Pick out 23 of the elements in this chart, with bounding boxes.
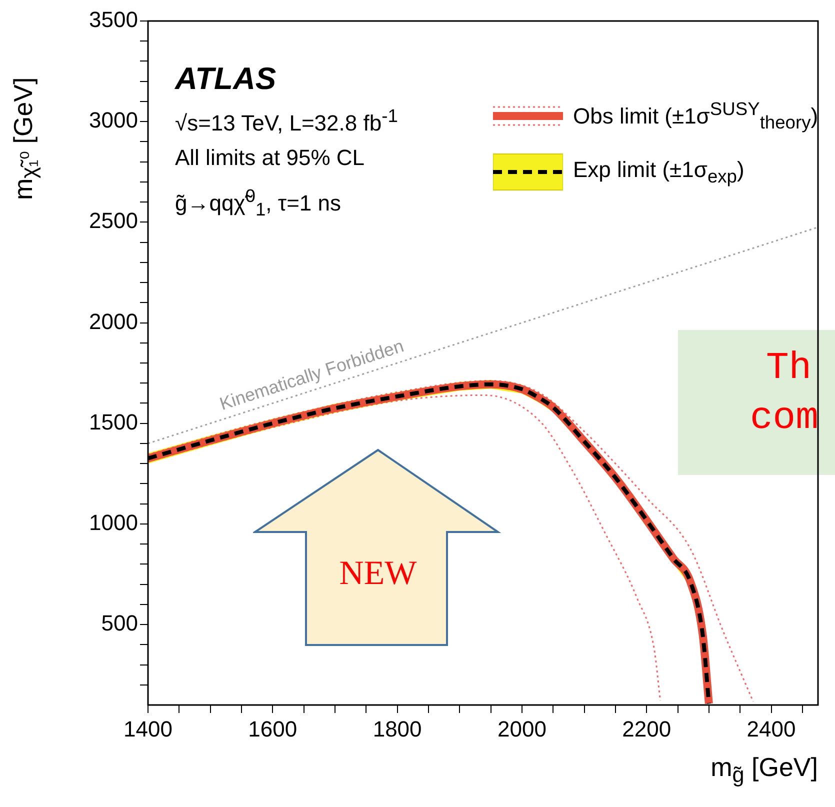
x-tick-label: 2400	[746, 716, 796, 742]
annotation: √s=13 TeV, L=32.8 fb$^{-1}$	[175, 105, 398, 136]
annotation: NEW	[338, 555, 418, 592]
annotation: Th	[766, 347, 812, 390]
annotation: ATLAS	[175, 61, 276, 96]
x-tick-label: 2200	[622, 716, 672, 742]
x-tick-label: 1400	[124, 716, 172, 742]
annotation: All limits at 95% CL	[175, 145, 365, 170]
x-tick-label: 1600	[248, 716, 298, 742]
y-tick-label: 2500	[89, 208, 138, 234]
y-tick-label: 3500	[89, 7, 138, 32]
x-tick-label: 2000	[497, 716, 546, 742]
legend-label: Obs limit (±1σ$^{SUSY}$$_{theory}$)	[573, 98, 818, 134]
x-tick-label: 1800	[372, 716, 422, 742]
y-tick-label: 2000	[89, 308, 138, 334]
annotation: com	[750, 397, 818, 440]
y-tick-label: 500	[101, 610, 138, 636]
y-tick-label: 1000	[89, 510, 138, 536]
annotation: g̃→qqχ̃$^{0}$$_{1}$, τ=1 ns	[175, 185, 342, 220]
legend-label: Exp limit (±1σ$_{exp}$)	[573, 156, 744, 188]
y-tick-label: 3000	[89, 108, 138, 133]
x-axis-title: m$_{g̃}$ [GeV]	[710, 752, 818, 788]
y-tick-label: 1500	[89, 409, 138, 434]
